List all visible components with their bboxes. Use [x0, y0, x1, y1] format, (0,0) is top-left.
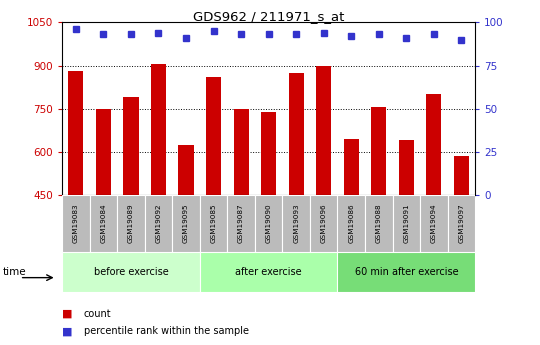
Bar [68, 71, 84, 195]
Text: GSM19084: GSM19084 [100, 204, 106, 243]
Bar [233, 109, 249, 195]
Bar [420, 195, 448, 252]
Text: GSM19089: GSM19089 [128, 204, 134, 243]
Text: GDS962 / 211971_s_at: GDS962 / 211971_s_at [193, 10, 345, 23]
Bar [426, 94, 442, 195]
Bar [206, 77, 221, 195]
Text: before exercise: before exercise [93, 267, 168, 277]
Bar [200, 252, 338, 292]
Text: GSM19087: GSM19087 [238, 204, 244, 243]
Bar [338, 252, 475, 292]
Text: GSM19095: GSM19095 [183, 204, 189, 243]
Bar [448, 195, 475, 252]
Text: GSM19096: GSM19096 [321, 204, 327, 243]
Bar [123, 97, 139, 195]
Text: GSM19097: GSM19097 [458, 204, 464, 243]
Bar [399, 140, 414, 195]
Bar [393, 195, 420, 252]
Text: GSM19083: GSM19083 [73, 204, 79, 243]
Bar [310, 195, 338, 252]
Text: GSM19092: GSM19092 [156, 204, 161, 243]
Text: GSM19094: GSM19094 [431, 204, 437, 243]
Text: GSM19088: GSM19088 [376, 204, 382, 243]
Bar [178, 145, 194, 195]
Bar [145, 195, 172, 252]
Bar [338, 195, 365, 252]
Text: GSM19091: GSM19091 [403, 204, 409, 243]
Bar [227, 195, 255, 252]
Text: ■: ■ [62, 326, 72, 336]
Bar [288, 73, 304, 195]
Bar [117, 195, 145, 252]
Bar [96, 109, 111, 195]
Bar [172, 195, 200, 252]
Text: GSM19085: GSM19085 [211, 204, 217, 243]
Bar [151, 64, 166, 195]
Text: 60 min after exercise: 60 min after exercise [355, 267, 458, 277]
Bar [316, 66, 332, 195]
Bar [200, 195, 227, 252]
Bar [62, 252, 200, 292]
Text: GSM19093: GSM19093 [293, 204, 299, 243]
Text: ■: ■ [62, 309, 72, 319]
Text: GSM19086: GSM19086 [348, 204, 354, 243]
Bar [371, 107, 387, 195]
Text: percentile rank within the sample: percentile rank within the sample [84, 326, 249, 336]
Bar [261, 111, 276, 195]
Bar [255, 195, 282, 252]
Text: GSM19090: GSM19090 [266, 204, 272, 243]
Text: count: count [84, 309, 111, 319]
Bar [282, 195, 310, 252]
Text: time: time [3, 267, 26, 277]
Bar [343, 139, 359, 195]
Text: after exercise: after exercise [235, 267, 302, 277]
Bar [90, 195, 117, 252]
Bar [62, 195, 90, 252]
Bar [365, 195, 393, 252]
Bar [454, 156, 469, 195]
